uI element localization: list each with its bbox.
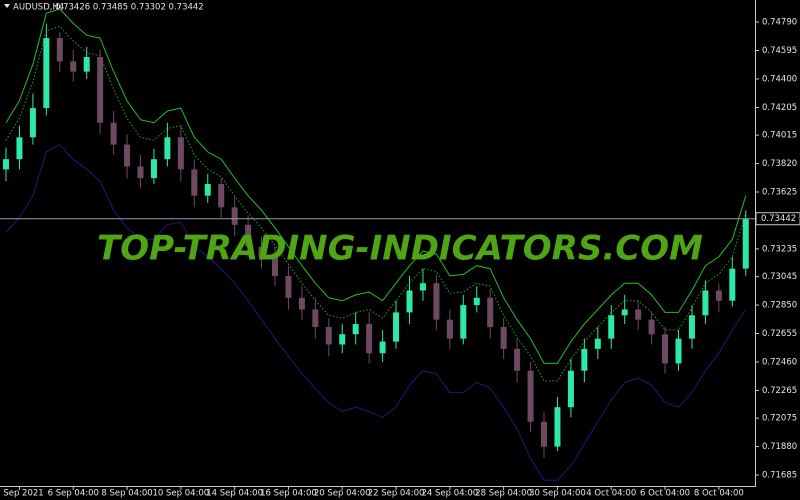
candle-body: [16, 137, 23, 160]
candle-body: [124, 144, 131, 167]
candle-body: [406, 290, 413, 313]
x-tick-label: 28 Sep 04:00: [475, 489, 532, 499]
indicator-line: [5, 143, 747, 481]
y-tick-label: 0.73235: [762, 244, 797, 254]
y-tick-label: 0.74015: [762, 131, 797, 141]
candle-body: [702, 290, 709, 316]
candle-body: [675, 338, 682, 364]
symbol: AUDUSD,H4: [13, 3, 64, 13]
candle-body: [352, 324, 359, 335]
candle-body: [110, 122, 117, 145]
watermark: TOP-TRADING-INDICATORS.COM: [97, 229, 703, 269]
candle-body: [43, 38, 50, 109]
candle-body: [460, 305, 467, 339]
y-tick-label: 0.74790: [762, 18, 797, 28]
candle-body: [688, 315, 695, 339]
x-tick-label: 8 Sep 04:00: [101, 489, 152, 499]
candle-body: [70, 61, 77, 72]
x-tick-label: 10 Sep 04:00: [152, 489, 209, 499]
candle-body: [393, 312, 400, 342]
y-tick-label: 0.72460: [762, 357, 797, 367]
candle-body: [56, 38, 63, 62]
x-tick-label: 4 Oct 04:00: [586, 489, 636, 499]
candle-body: [312, 309, 319, 327]
candle-body: [218, 183, 225, 208]
x-tick-label: 8 Oct 04:00: [694, 489, 744, 499]
plot-area: [3, 8, 749, 481]
x-tick-label: 2 Sep 2021: [0, 489, 44, 499]
candle-body: [635, 309, 642, 320]
y-tick-label: 0.73820: [762, 159, 797, 169]
y-tick-label: 0.71880: [762, 442, 797, 452]
y-tick-label: 0.72075: [762, 414, 797, 424]
y-tick-label: 0.74205: [762, 103, 797, 113]
candle-body: [137, 166, 144, 179]
candle-body: [245, 224, 252, 247]
candle-body: [541, 421, 547, 447]
x-tick-label: 20 Sep 04:00: [314, 489, 371, 499]
candle-body: [272, 256, 278, 276]
candle-body: [473, 297, 480, 306]
candle-body: [379, 341, 386, 354]
x-tick-label: 22 Sep 04:00: [368, 489, 425, 499]
candle-body: [594, 338, 601, 349]
candle-body: [648, 319, 655, 335]
candle-body: [164, 137, 171, 160]
candle-body: [29, 108, 36, 138]
x-tick-label: 6 Sep 04:00: [48, 489, 99, 499]
x-tick-label: 14 Sep 04:00: [206, 489, 263, 499]
candle-body: [487, 297, 494, 327]
symbol-arrow: [4, 4, 10, 8]
candle-body: [527, 370, 534, 422]
candle-body: [742, 218, 749, 269]
candle-body: [729, 268, 736, 301]
candle-body: [325, 326, 332, 345]
x-tick-label: 30 Sep 04:00: [529, 489, 586, 499]
y-tick-label: 0.71685: [762, 471, 797, 481]
candle-body: [554, 407, 561, 447]
indicator-line: [5, 8, 747, 364]
y-tick-label: 0.74595: [762, 46, 797, 56]
y-tick-label: 0.72265: [762, 386, 797, 396]
last-price-box: [755, 212, 800, 226]
candle-body: [339, 334, 346, 345]
candle-body: [433, 283, 440, 320]
y-tick-label: 0.73045: [762, 272, 797, 282]
last-price-label: 0.73442: [761, 214, 796, 224]
candle-body: [621, 309, 628, 316]
indicator-line: [5, 25, 747, 382]
y-tick-label: 0.72850: [762, 301, 797, 311]
candle-body: [715, 290, 722, 301]
candle-body: [608, 315, 615, 339]
candle-body: [97, 57, 104, 123]
candle-body: [567, 370, 574, 408]
x-tick-label: 24 Sep 04:00: [421, 489, 478, 499]
x-tick-label: 6 Oct 04:00: [640, 489, 690, 499]
candle-body: [662, 334, 669, 364]
candle-body: [231, 207, 238, 225]
quote: 0.73426 0.73485 0.73302 0.73442: [55, 3, 204, 13]
candle-body: [514, 348, 521, 371]
candle-body: [446, 319, 453, 339]
candle-body: [581, 348, 588, 371]
x-tick-label: 16 Sep 04:00: [260, 489, 317, 499]
y-tick-label: 0.72655: [762, 329, 797, 339]
candle-body: [83, 57, 90, 72]
y-tick-label: 0.73625: [762, 188, 797, 198]
candle-body: [419, 283, 426, 291]
candle-body: [3, 159, 9, 170]
candle-body: [177, 137, 184, 170]
candle-body: [204, 183, 211, 196]
y-tick-label: 0.74400: [762, 74, 797, 84]
candle-body: [150, 159, 157, 179]
candle-body: [285, 275, 292, 298]
candle-body: [191, 169, 198, 196]
candle-body: [500, 326, 507, 349]
candle-body: [258, 246, 265, 257]
candle-body: [298, 297, 305, 310]
candle-body: [366, 324, 373, 354]
